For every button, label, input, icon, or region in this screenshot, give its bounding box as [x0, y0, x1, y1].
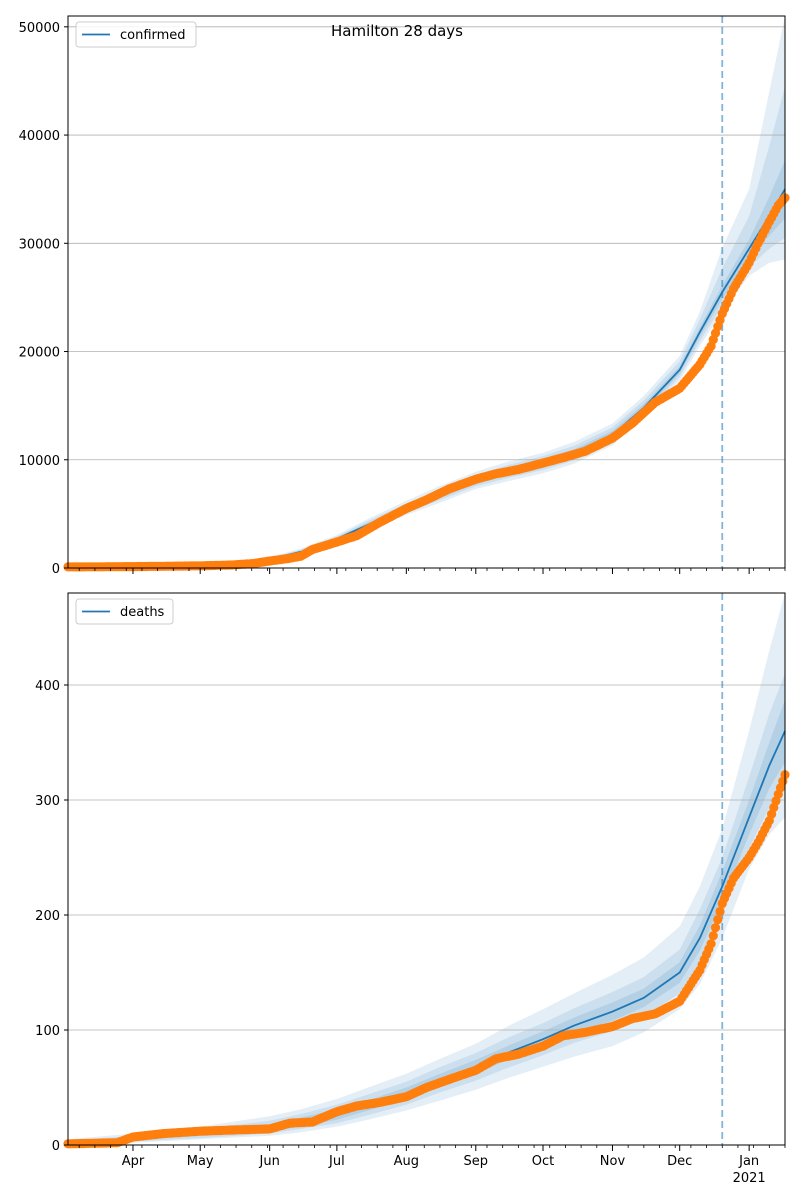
deaths-observed-point [708, 931, 718, 941]
deaths-frame [67, 592, 786, 1146]
confirmed-ytick-label-5: 50000 [19, 21, 60, 36]
deaths-xtick-label-line: Jan [738, 1154, 759, 1169]
deaths-axes-frame [67, 592, 786, 1146]
confirmed-legend-box [75, 21, 197, 48]
chart-title: Hamilton 28 days [331, 22, 463, 40]
deaths-ytick-label-4: 400 [35, 679, 60, 694]
deaths-uncertainty-bands [68, 593, 785, 1145]
deaths-legend-label: deaths [120, 605, 165, 620]
deaths-xtick-label-5: Sep [464, 1154, 489, 1169]
deaths-band-0 [68, 593, 785, 1145]
deaths-xtick-label-line: Apr [122, 1154, 145, 1169]
deaths-xtick-label-line: Dec [667, 1154, 692, 1169]
deaths-xtick-label-9: Jan 2021 [733, 1154, 766, 1186]
confirmed-ytick-label-4: 40000 [19, 129, 60, 144]
deaths-y-axis: 0 100 200 300 400 [35, 679, 68, 1154]
confirmed-band-0 [68, 16, 785, 568]
confirmed-axes-frame [67, 15, 786, 569]
deaths-observed-point [706, 939, 716, 949]
deaths-xtick-label-line: Nov [600, 1154, 626, 1169]
deaths-xtick-label-8: Dec [667, 1154, 692, 1169]
deaths-legend-box [75, 598, 174, 625]
confirmed-ytick-label-1: 10000 [19, 454, 60, 469]
confirmed-panel: 0 10000 20000 30000 40000 50000 confirmed Ham… [19, 15, 790, 577]
deaths-xtick-label-line: Oct [532, 1154, 554, 1169]
deaths-observed-point [715, 906, 725, 917]
deaths-ytick-label-2: 200 [35, 909, 60, 924]
confirmed-legend-label: confirmed [120, 28, 186, 43]
deaths-xtick-label-line: Aug [394, 1154, 419, 1169]
deaths-xtick-label-line: Jul [328, 1154, 345, 1169]
confirmed-ytick-label-0: 0 [52, 562, 60, 577]
deaths-observed-point [710, 923, 721, 933]
deaths-observed-point [713, 915, 723, 925]
deaths-x-axis: Apr May Jun Jul Aug Sep Oct Nov Dec Jan 2021 [78, 1145, 786, 1186]
deaths-observed-points [63, 770, 790, 1149]
deaths-xtick-label-2: Jun [259, 1154, 280, 1169]
confirmed-y-axis: 0 10000 20000 30000 40000 50000 [19, 21, 68, 577]
confirmed-observed-points [63, 193, 790, 572]
confirmed-frame [67, 15, 786, 569]
deaths-xtick-label-line: May [187, 1154, 214, 1169]
deaths-xtick-label-line: Sep [464, 1154, 489, 1169]
deaths-xtick-label-4: Aug [394, 1154, 419, 1169]
confirmed-ytick-label-2: 20000 [19, 346, 60, 361]
deaths-legend: deaths [75, 598, 174, 625]
deaths-xtick-label-0: Apr [122, 1154, 145, 1169]
deaths-band-1 [68, 673, 785, 1145]
deaths-xtick-label-line: 2021 [733, 1171, 766, 1186]
deaths-panel: 0 100 200 300 400 Apr May Jun Jul Aug Sep Oct Nov De… [35, 592, 790, 1186]
confirmed-ytick-label-3: 30000 [19, 237, 60, 252]
deaths-xtick-label-3: Jul [328, 1154, 345, 1169]
deaths-xtick-label-line: Jun [259, 1154, 280, 1169]
deaths-ytick-label-0: 0 [52, 1139, 60, 1154]
confirmed-x-axis [78, 568, 786, 574]
deaths-ytick-label-1: 100 [35, 1024, 60, 1039]
confirmed-grid [68, 26, 785, 569]
deaths-ytick-label-3: 300 [35, 794, 60, 809]
deaths-xtick-label-6: Oct [532, 1154, 554, 1169]
confirmed-legend: confirmed [75, 21, 197, 48]
confirmed-uncertainty-bands [68, 16, 785, 568]
deaths-xtick-label-7: Nov [600, 1154, 626, 1169]
deaths-xtick-label-1: May [187, 1154, 214, 1169]
